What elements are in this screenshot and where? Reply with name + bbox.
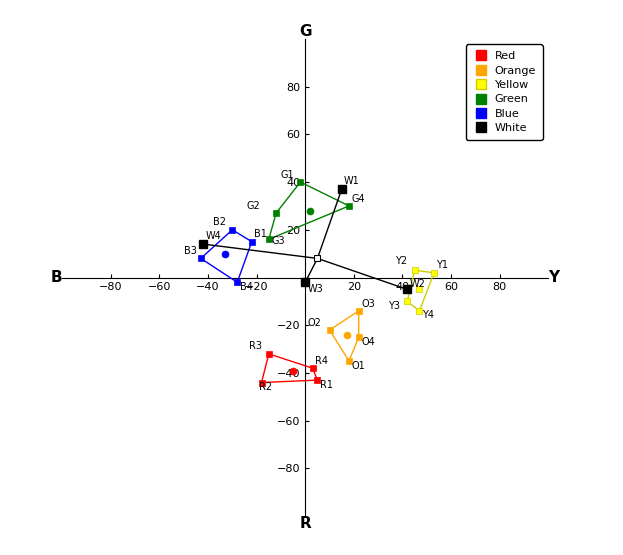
Text: G3: G3 <box>271 236 285 246</box>
Text: G2: G2 <box>247 201 260 211</box>
Text: R2: R2 <box>259 382 272 392</box>
Text: G: G <box>299 24 312 39</box>
Text: Y4: Y4 <box>422 310 434 320</box>
Text: B1: B1 <box>254 229 267 239</box>
Text: W1: W1 <box>344 176 360 186</box>
Text: B4: B4 <box>240 282 252 292</box>
Text: O3: O3 <box>361 299 375 309</box>
Text: Y1: Y1 <box>437 260 449 270</box>
Text: B2: B2 <box>213 218 226 228</box>
Text: B3: B3 <box>184 246 197 256</box>
Text: Y: Y <box>548 270 559 285</box>
Text: G4: G4 <box>351 194 365 204</box>
Text: R1: R1 <box>320 380 333 390</box>
Text: Y2: Y2 <box>395 255 407 266</box>
Legend: Red, Orange, Yellow, Green, Blue, White: Red, Orange, Yellow, Green, Blue, White <box>466 44 543 140</box>
Text: G1: G1 <box>281 170 295 180</box>
Text: O4: O4 <box>361 337 375 347</box>
Text: W3: W3 <box>308 284 323 294</box>
Text: B: B <box>50 270 62 285</box>
Text: O1: O1 <box>351 361 365 371</box>
Text: W4: W4 <box>206 231 221 241</box>
Text: Y3: Y3 <box>388 301 400 311</box>
Text: R3: R3 <box>249 341 262 351</box>
Text: R: R <box>300 516 311 531</box>
Text: R4: R4 <box>315 356 328 366</box>
Text: O2: O2 <box>308 317 321 327</box>
Text: W2: W2 <box>410 279 426 289</box>
